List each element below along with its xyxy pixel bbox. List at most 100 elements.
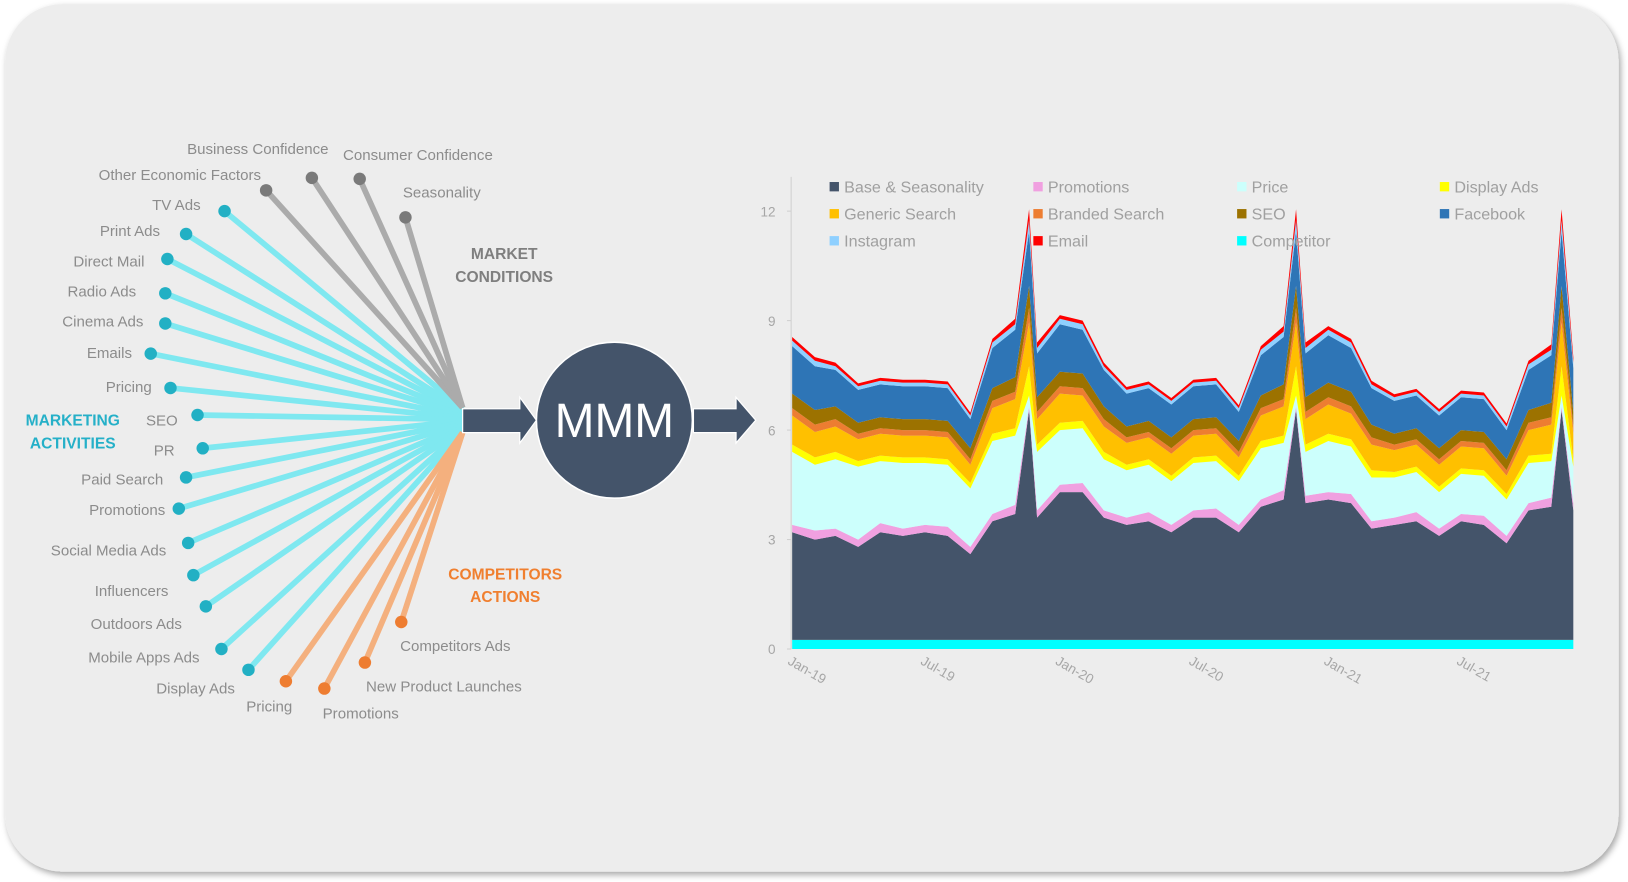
marketing-activities-dot-radio-ads bbox=[159, 287, 172, 300]
competitors-actions-dot-competitors-ads bbox=[395, 615, 408, 629]
y-tick-label: 9 bbox=[768, 314, 776, 329]
marketing-activities-label-promotions: Promotions bbox=[89, 502, 165, 519]
competitors-actions-connector-promotions bbox=[321, 431, 466, 690]
mmm-node bbox=[535, 341, 694, 499]
marketing-activities-label-display-ads: Display Ads bbox=[156, 681, 235, 698]
competitors-actions-label-competitors-ads: Competitors Ads bbox=[400, 638, 510, 655]
marketing-activities-title-line1: MARKETING bbox=[26, 412, 120, 429]
competitors-actions-label-new-product-launches: New Product Launches bbox=[366, 679, 522, 696]
y-tick-label: 0 bbox=[768, 642, 776, 657]
market-conditions-dot-business-confidence bbox=[259, 184, 273, 197]
marketing-activities-dot-cinema-ads bbox=[159, 317, 172, 330]
competitors-actions-dot-promotions bbox=[318, 682, 331, 695]
legend-label: SEO bbox=[1252, 205, 1286, 223]
legend-label: Generic Search bbox=[844, 205, 956, 223]
marketing-activities-label-seo: SEO bbox=[146, 412, 178, 429]
market-conditions-connector-consumer-confidence bbox=[309, 176, 466, 410]
marketing-activities-dot-display-ads bbox=[242, 663, 255, 677]
legend-item-branded-search: Branded Search bbox=[1033, 205, 1164, 223]
marketing-activities-label-social-media-ads: Social Media Ads bbox=[51, 542, 167, 559]
legend-label: Price bbox=[1252, 178, 1289, 196]
mmm-label: MMM bbox=[555, 395, 675, 448]
legend-swatch bbox=[829, 236, 839, 246]
legend-swatch bbox=[1237, 209, 1247, 219]
marketing-activities-dot-direct-mail bbox=[161, 252, 174, 266]
legend-item-seo: SEO bbox=[1237, 205, 1286, 223]
market-conditions-connector-other-economic-factors bbox=[357, 177, 466, 409]
area-seo bbox=[792, 285, 1574, 471]
marketing-activities-label-emails: Emails bbox=[87, 345, 132, 362]
market-conditions-label-consumer-confidence: Consumer Confidence bbox=[343, 147, 493, 164]
legend-swatch bbox=[1033, 236, 1043, 246]
competitors-actions-connector-competitors-ads bbox=[398, 431, 466, 623]
group-title-marketing-activities: MARKETING ACTIVITIES bbox=[26, 412, 120, 452]
market-conditions-connector-seasonality bbox=[402, 216, 466, 409]
area-competitor bbox=[792, 639, 1574, 650]
arrow-into-mmm-icon bbox=[461, 395, 538, 445]
marketing-activities-label-mobile-apps-ads: Mobile Apps Ads bbox=[88, 650, 199, 667]
market-conditions-label-seasonality: Seasonality bbox=[403, 185, 481, 202]
marketing-activities-connector-outdoors-ads bbox=[204, 426, 465, 609]
marketing-activities-dot-paid-search bbox=[179, 471, 193, 484]
competitors-actions-title-line2: ACTIONS bbox=[470, 589, 540, 606]
competitors-actions-dot-new-product-launches bbox=[358, 656, 372, 669]
competitors-actions-connector-new-product-launches bbox=[362, 431, 466, 664]
competitors-actions-label-promotions: Promotions bbox=[323, 706, 399, 723]
marketing-activities-connector-tv-ads bbox=[222, 208, 465, 411]
market-conditions-dot-consumer-confidence bbox=[305, 171, 319, 185]
legend-label: Promotions bbox=[1048, 178, 1129, 196]
arrow-to-chart-icon bbox=[692, 395, 757, 445]
marketing-activities-dot-seo bbox=[191, 408, 204, 422]
market-conditions-dot-other-economic-factors bbox=[353, 172, 366, 186]
marketing-activities-label-cinema-ads: Cinema Ads bbox=[62, 314, 143, 331]
marketing-activities-connector-influencers bbox=[191, 424, 464, 578]
legend-swatch bbox=[829, 182, 839, 192]
area-display-ads bbox=[792, 366, 1574, 500]
legend-swatch bbox=[1439, 209, 1450, 219]
market-conditions-label-other-economic-factors: Other Economic Factors bbox=[99, 167, 261, 184]
group-title-competitors-actions: COMPETITORS ACTIONS bbox=[448, 566, 562, 606]
market-conditions-dot-seasonality bbox=[399, 211, 412, 224]
y-tick-label: 12 bbox=[761, 204, 776, 219]
marketing-activities-connector-paid-search bbox=[185, 419, 464, 481]
market-conditions-label-business-confidence: Business Confidence bbox=[187, 141, 328, 158]
marketing-activities-connector-direct-mail bbox=[166, 256, 464, 415]
competitors-actions-title-line1: COMPETITORS bbox=[448, 566, 562, 583]
chart-legend: Base & Seasonality Promotions Price Display… bbox=[829, 178, 1539, 251]
driver-labels: TV Ads Print Ads Direct Mail Radio Ads Cinem… bbox=[51, 141, 522, 723]
legend-item-competitor: Competitor bbox=[1237, 232, 1331, 251]
marketing-activities-dot-promotions bbox=[172, 502, 186, 515]
marketing-activities-dot-influencers bbox=[187, 568, 200, 582]
marketing-activities-dot-tv-ads bbox=[218, 204, 231, 218]
legend-label: Display Ads bbox=[1454, 178, 1538, 196]
area-price bbox=[792, 395, 1574, 547]
marketing-activities-label-influencers: Influencers bbox=[95, 583, 169, 600]
marketing-activities-connector-radio-ads bbox=[164, 290, 464, 416]
marketing-activities-connector-cinema-ads bbox=[164, 320, 464, 418]
area-promotions bbox=[792, 406, 1574, 555]
marketing-activities-label-paid-search: Paid Search bbox=[81, 472, 163, 489]
marketing-activities-dot-emails bbox=[144, 347, 157, 360]
legend-item-email: Email bbox=[1033, 232, 1088, 251]
legend-item-display-ads: Display Ads bbox=[1439, 178, 1539, 196]
marketing-activities-dot-print-ads bbox=[179, 227, 193, 241]
legend-swatch bbox=[1237, 236, 1247, 246]
legend-label: Competitor bbox=[1252, 232, 1331, 250]
legend-label: Branded Search bbox=[1048, 205, 1164, 223]
legend-swatch bbox=[1033, 209, 1043, 219]
area-branded-search bbox=[792, 307, 1574, 476]
marketing-activities-label-radio-ads: Radio Ads bbox=[68, 283, 137, 300]
area-facebook bbox=[792, 231, 1574, 460]
marketing-activities-connector-social-media-ads bbox=[187, 422, 464, 546]
legend-swatch bbox=[1439, 182, 1450, 192]
marketing-activities-connector-pr bbox=[202, 418, 463, 452]
market-conditions-title-line2: CONDITIONS bbox=[455, 269, 553, 286]
legend-item-promotions: Promotions bbox=[1033, 178, 1129, 196]
y-tick-label: 6 bbox=[768, 423, 776, 438]
marketing-activities-connector-print-ads bbox=[184, 231, 465, 413]
group-title-market-conditions: MARKET CONDITIONS bbox=[455, 246, 553, 286]
legend-label: Instagram bbox=[844, 232, 916, 250]
marketing-activities-connector-seo bbox=[197, 412, 463, 423]
